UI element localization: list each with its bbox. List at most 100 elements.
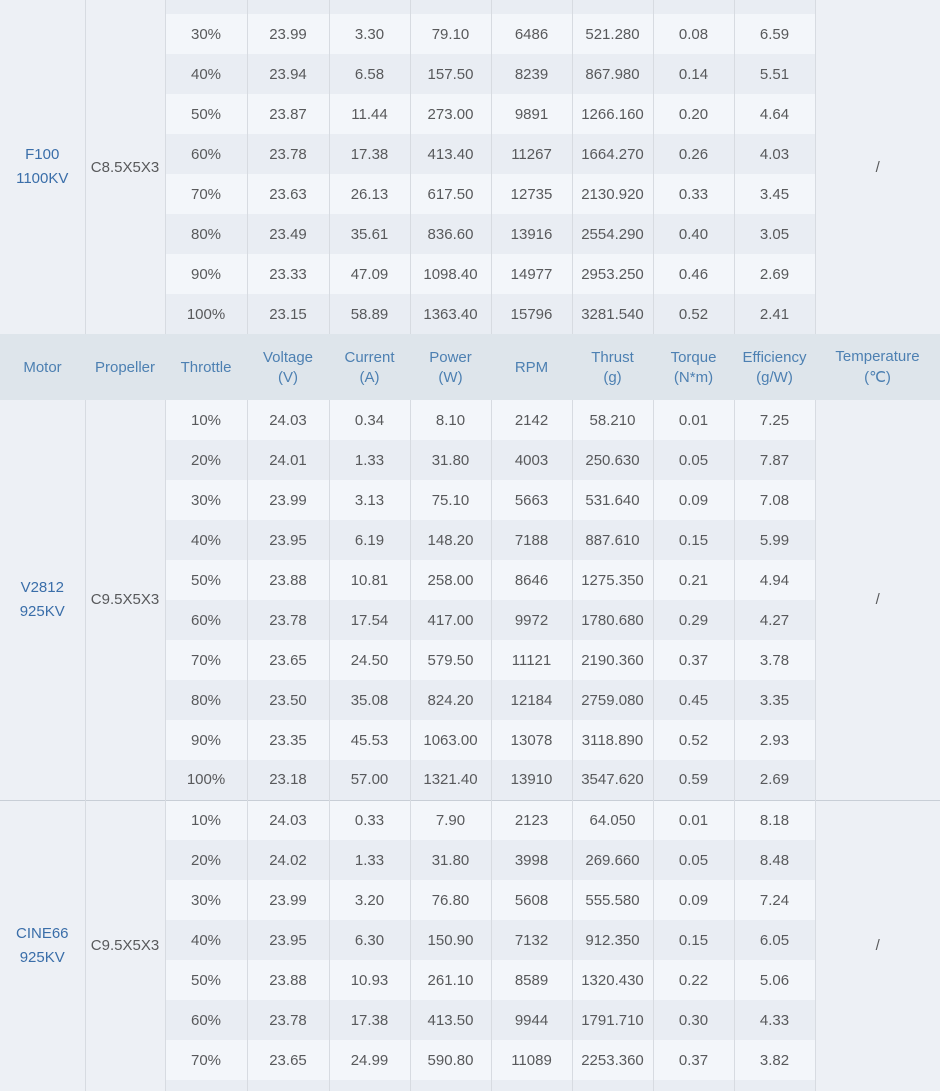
cell-throttle: 60%: [164, 600, 247, 640]
cell-voltage: 23.99: [246, 880, 329, 920]
cell-power: 75.10: [409, 480, 491, 520]
table-row: 70% 23.65 24.50 579.50 11121 2190.360 0.37 3.78: [0, 640, 940, 680]
cell-voltage: 23.50: [246, 680, 329, 720]
cell-thrust: 912.350: [571, 920, 653, 960]
cell-current: 6.30: [328, 920, 410, 960]
cell-voltage: 23.87: [246, 94, 329, 134]
cell-power: 8.10: [409, 400, 491, 440]
cell-rpm: 14977: [490, 254, 572, 294]
cell-efficiency: 5.06: [733, 960, 815, 1000]
cell-rpm: 13916: [490, 214, 572, 254]
cell-power: 617.50: [409, 174, 491, 214]
cell-current: [328, 0, 410, 14]
table-row-partial: F100 1100KV C8.5X5X3 /: [0, 0, 940, 334]
cell-rpm: 7188: [490, 520, 572, 560]
cell-thrust: 1664.270: [571, 134, 653, 174]
cell-throttle: 10%: [164, 400, 247, 440]
cell-power: 258.00: [409, 560, 491, 600]
cell-thrust: 1275.350: [571, 560, 653, 600]
column-header-unit: (℃): [864, 369, 891, 386]
cell-voltage: 24.03: [246, 799, 329, 840]
cell-throttle: 40%: [164, 520, 247, 560]
cell-efficiency: 5.51: [733, 54, 815, 94]
cell-rpm: [490, 1080, 572, 1091]
column-header-wrap: Power (W): [410, 349, 491, 386]
cell-power: 79.10: [409, 14, 491, 54]
cell-torque: 0.29: [652, 600, 734, 640]
motor-name-line1: CINE66: [15, 924, 69, 942]
cell-rpm: 9972: [490, 600, 572, 640]
cell-efficiency: 2.69: [733, 254, 815, 294]
cell-rpm: 2123: [490, 799, 572, 840]
cell-rpm: 11121: [490, 640, 572, 680]
cell-efficiency: 3.45: [733, 174, 815, 214]
cell-torque: 0.14: [652, 54, 734, 94]
cell-thrust: 887.610: [571, 520, 653, 560]
cell-current: 24.99: [328, 1040, 410, 1080]
column-header-unit: (V): [278, 368, 298, 386]
cell-current: 3.30: [328, 14, 410, 54]
cell-throttle: 60%: [164, 134, 247, 174]
cell-throttle: 40%: [164, 920, 247, 960]
cell-efficiency: 7.25: [733, 400, 815, 440]
cell-rpm: 8589: [490, 960, 572, 1000]
column-header-power: Power (W): [410, 334, 491, 400]
cell-voltage: 24.03: [246, 400, 329, 440]
table-row: V2812 925KV C9.5X5X3 10% 24.03 0.34 8.10 2142 58…: [0, 400, 940, 800]
cell-throttle: 30%: [164, 14, 247, 54]
cell-thrust: 3547.620: [571, 760, 653, 800]
cell-thrust: 1266.160: [571, 94, 653, 134]
cell-throttle: 50%: [164, 960, 247, 1000]
column-header-label: RPM: [514, 358, 549, 376]
cell-rpm: 11089: [490, 1040, 572, 1080]
cell-voltage: 23.78: [246, 600, 329, 640]
cell-rpm: 7132: [490, 920, 572, 960]
table-row: 60% 23.78 17.54 417.00 9972 1780.680 0.29 4.27: [0, 600, 940, 640]
column-header-label: Voltage: [262, 348, 314, 366]
cell-power: 1321.40: [409, 760, 491, 800]
column-header-label: Temperature: [835, 348, 920, 365]
cell-efficiency: 4.27: [733, 600, 815, 640]
cell-throttle: 20%: [164, 440, 247, 480]
cell-efficiency: 3.35: [733, 680, 815, 720]
cell-rpm: 13078: [490, 720, 572, 760]
cell-current: 26.13: [328, 174, 410, 214]
cell-voltage: 23.78: [246, 1000, 329, 1040]
motor-name-cell: CINE66 925KV: [0, 799, 85, 1091]
cell-current: 35.08: [328, 680, 410, 720]
motor-name-line2: 925KV: [19, 602, 65, 620]
cell-voltage: 23.78: [246, 134, 329, 174]
cell-voltage: 23.18: [246, 760, 329, 800]
cell-current: 1.33: [328, 440, 410, 480]
cell-efficiency: [733, 0, 815, 14]
cell-rpm: 9891: [490, 94, 572, 134]
cell-efficiency: 3.78: [733, 640, 815, 680]
cell-current: 6.58: [328, 54, 410, 94]
cell-rpm: 15796: [490, 294, 572, 334]
cell-power: 824.20: [409, 680, 491, 720]
cell-power: 590.80: [409, 1040, 491, 1080]
temperature-value-cell: /: [814, 799, 940, 1091]
cell-torque: 0.15: [652, 520, 734, 560]
cell-thrust: 250.630: [571, 440, 653, 480]
cell-thrust: 2130.920: [571, 174, 653, 214]
cell-rpm: 2142: [490, 400, 572, 440]
cell-torque: 0.40: [652, 214, 734, 254]
cell-torque: 0.30: [652, 1000, 734, 1040]
cell-efficiency: [733, 1080, 815, 1091]
column-header-label: Torque: [670, 348, 717, 366]
column-header-wrap: RPM: [491, 359, 572, 376]
cell-current: 11.44: [328, 94, 410, 134]
cell-power: 150.90: [409, 920, 491, 960]
cell-power: 579.50: [409, 640, 491, 680]
cell-efficiency: 7.08: [733, 480, 815, 520]
cell-voltage: 23.35: [246, 720, 329, 760]
column-header-torque: Torque (N*m): [653, 334, 734, 400]
cell-throttle: 10%: [164, 799, 247, 840]
cell-efficiency: 4.33: [733, 1000, 815, 1040]
table-row: 30% 23.99 3.13 75.10 5663 531.640 0.09 7.08: [0, 480, 940, 520]
cell-efficiency: 7.87: [733, 440, 815, 480]
cell-voltage: 23.94: [246, 54, 329, 94]
cell-power: 1098.40: [409, 254, 491, 294]
cell-torque: 0.37: [652, 1040, 734, 1080]
